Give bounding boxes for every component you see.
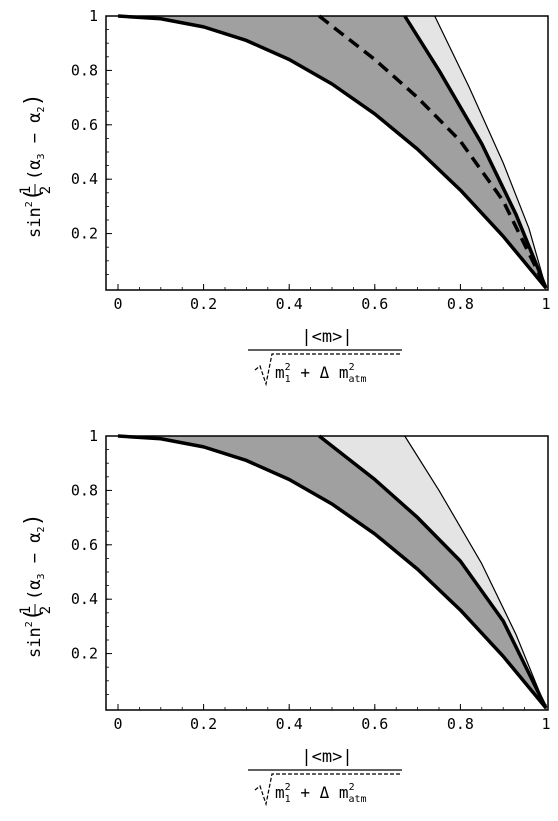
- y-axis-label-arg: (α3 − α2): [21, 513, 47, 600]
- y-axis-label-part: (: [21, 188, 46, 201]
- x-axis-label-part: 2: [285, 782, 291, 793]
- y-axis-label-part: 2: [24, 621, 35, 627]
- x-axis-label-part: 2: [349, 782, 355, 793]
- x-axis-label-part: 1: [285, 374, 291, 385]
- chart-svg: 0 0.2 0.4 0.6 0.8 10.20.40.60.81|<m>|m12 + Δ …: [18, 427, 551, 807]
- y-axis-label-part: (: [21, 608, 46, 621]
- light-region: [319, 436, 546, 708]
- y-axis-label-part: ): [21, 513, 46, 526]
- x-tick-label: 0.8: [447, 715, 474, 733]
- x-tick-label: 0.4: [276, 715, 303, 733]
- y-axis-label-part: 2: [36, 107, 47, 113]
- y-tick-label: 1: [89, 7, 98, 25]
- x-axis-label-part: + Δ m: [291, 363, 349, 382]
- y-axis-label-part: − α: [25, 533, 45, 574]
- x-axis-label-numerator: |<m>|: [301, 747, 352, 767]
- x-tick-label: 0.4: [276, 295, 303, 313]
- x-axis-label-part: m: [275, 363, 285, 382]
- x-tick-label: 0: [113, 715, 122, 733]
- x-axis-label-part: atm: [349, 794, 367, 805]
- x-axis-label-part: 2: [285, 362, 291, 373]
- chart-panel-top: 0 0.2 0.4 0.6 0.8 1 0.2 0.4 0.6 0.8 1 |<m>| m12 + Δ …: [0, 0, 558, 404]
- y-axis-label-part: (α: [25, 580, 45, 600]
- y-tick-label: 0.6: [71, 116, 98, 134]
- y-axis-label-part: − α: [25, 113, 45, 154]
- y-axis-label-part: sin: [25, 207, 45, 238]
- y-tick-label: 0.2: [71, 225, 98, 243]
- x-axis-label-part: atm: [349, 374, 367, 385]
- y-tick-label: 0.6: [71, 536, 98, 554]
- x-axis-label-part: 2: [349, 362, 355, 373]
- y-tick-label: 1: [89, 427, 98, 445]
- y-axis-label-frac-den: 2: [38, 186, 54, 194]
- y-tick-label: 0.8: [71, 61, 98, 79]
- series-line-3: [434, 15, 547, 289]
- series-line-1: [403, 15, 548, 289]
- y-axis-label-part: ): [21, 93, 46, 106]
- series-line-1: [318, 434, 548, 709]
- series-line-2: [404, 435, 547, 709]
- y-axis-label: sin2(1 2(α3 − α2): [18, 93, 54, 238]
- x-tick-label: 0.8: [447, 295, 474, 313]
- y-axis-label: sin2(1 2(α3 − α2): [18, 513, 54, 658]
- series-line-0: [117, 14, 548, 290]
- y-axis-label-frac-num: 1: [18, 186, 34, 194]
- y-axis-label-text: sin2(: [21, 188, 46, 238]
- x-tick-label: 0: [113, 295, 122, 313]
- plot-frame: [105, 435, 549, 711]
- y-axis-label-part: sin: [25, 627, 45, 658]
- dark-region: [118, 436, 546, 708]
- y-axis-label-text: sin2(: [21, 608, 46, 658]
- x-axis-label-sqrt: [254, 353, 400, 387]
- y-axis-label-part: 2: [24, 201, 35, 207]
- x-tick-label: 0.2: [190, 295, 217, 313]
- x-axis-label-part: m: [275, 783, 285, 802]
- plot-frame: [105, 15, 549, 291]
- series-line-2: [318, 14, 548, 289]
- y-axis-label-part: 3: [36, 153, 47, 159]
- series-line-0: [117, 434, 548, 710]
- x-axis-label-denominator: m12 + Δ matm2: [275, 782, 367, 805]
- x-axis-label-numerator: |<m>|: [301, 327, 352, 347]
- x-tick-label: 1: [541, 295, 550, 313]
- x-tick-label: 1: [541, 715, 550, 733]
- y-tick-label: 0.8: [71, 481, 98, 499]
- x-tick-label: 0.6: [361, 715, 388, 733]
- y-axis-label-arg: (α3 − α2): [21, 93, 47, 180]
- x-tick-label: 0.2: [190, 715, 217, 733]
- y-axis-label-frac-den: 2: [38, 606, 54, 614]
- y-tick-label: 0.4: [71, 170, 98, 188]
- y-axis-label-frac-num: 1: [18, 606, 34, 614]
- x-axis-label-denominator: m12 + Δ matm2: [275, 362, 367, 385]
- chart-panel-bottom: 0 0.2 0.4 0.6 0.8 1 0.2 0.4 0.6 0.8 1 |<m>| m12 + Δ …: [0, 420, 558, 821]
- chart-svg: 0 0.2 0.4 0.6 0.8 10.20.40.60.81|<m>|m12 + Δ …: [18, 7, 551, 387]
- dark-region: [118, 16, 546, 288]
- x-axis-label-sqrt: [254, 773, 400, 807]
- x-tick-label: 0.6: [361, 295, 388, 313]
- y-axis-label-part: (α: [25, 160, 45, 180]
- y-axis-label-part: 3: [36, 573, 47, 579]
- y-axis-label-part: 2: [36, 527, 47, 533]
- x-axis-label-part: + Δ m: [291, 783, 349, 802]
- y-tick-label: 0.2: [71, 645, 98, 663]
- y-tick-label: 0.4: [71, 590, 98, 608]
- x-axis-label-part: 1: [285, 794, 291, 805]
